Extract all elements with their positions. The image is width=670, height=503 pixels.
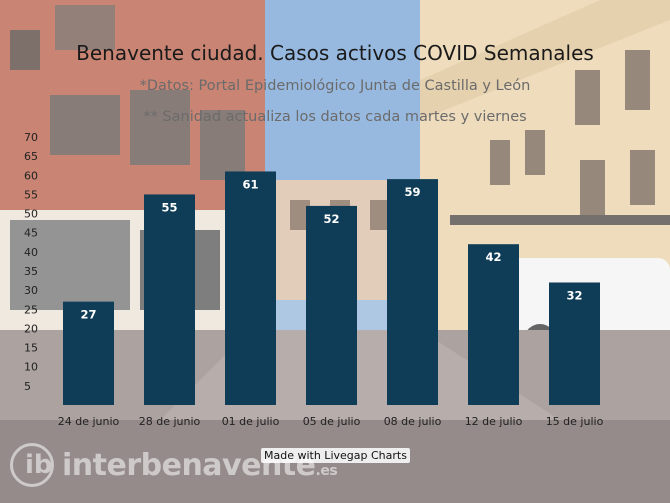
y-axis-ticks: 5 10 15 20 25 30 35 40 45 50 55 60 65 70 bbox=[24, 131, 38, 393]
bar-value-label: 59 bbox=[404, 185, 420, 199]
x-axis-ticks: 24 de junio 28 de junio 01 de julio 05 de j… bbox=[58, 415, 604, 428]
x-tick-label: 08 de julio bbox=[384, 415, 442, 428]
interbenavente-logo-icon: ib bbox=[10, 443, 54, 487]
x-tick-label: 24 de junio bbox=[58, 415, 120, 428]
x-tick-label: 12 de julio bbox=[465, 415, 523, 428]
y-tick-label: 35 bbox=[24, 265, 38, 278]
y-tick-label: 20 bbox=[24, 322, 38, 335]
y-tick-label: 45 bbox=[24, 227, 38, 240]
y-tick-label: 70 bbox=[24, 131, 38, 144]
x-tick-label: 28 de junio bbox=[139, 415, 201, 428]
chart-title: Benavente ciudad. Casos activos COVID Se… bbox=[76, 41, 594, 65]
y-tick-label: 50 bbox=[24, 208, 38, 221]
y-tick-label: 40 bbox=[24, 246, 38, 259]
bar-value-label: 32 bbox=[566, 288, 582, 302]
y-tick-label: 30 bbox=[24, 284, 38, 297]
bars bbox=[63, 171, 600, 405]
x-tick-label: 01 de julio bbox=[222, 415, 280, 428]
y-tick-label: 60 bbox=[24, 169, 38, 182]
y-tick-label: 15 bbox=[24, 342, 38, 355]
bar bbox=[306, 205, 357, 405]
y-tick-label: 55 bbox=[24, 188, 38, 201]
bar-value-label: 52 bbox=[323, 212, 339, 226]
bar-value-label: 55 bbox=[161, 200, 177, 214]
value-labels: 27 55 61 52 59 42 32 bbox=[80, 177, 582, 321]
bar bbox=[63, 301, 114, 405]
bar bbox=[387, 179, 438, 405]
bar-value-label: 61 bbox=[242, 177, 258, 191]
y-tick-label: 10 bbox=[24, 361, 38, 374]
bar-value-label: 42 bbox=[485, 250, 501, 264]
bar bbox=[549, 282, 600, 405]
chart-credit: Made with Livegap Charts bbox=[261, 448, 410, 463]
x-tick-label: 15 de julio bbox=[546, 415, 604, 428]
bar bbox=[144, 194, 195, 405]
y-tick-label: 5 bbox=[24, 380, 31, 393]
y-tick-label: 25 bbox=[24, 303, 38, 316]
chart-subtitle-2: ** Sanidad actualiza los datos cada mart… bbox=[143, 109, 526, 125]
chart-subtitle-1: *Datos: Portal Epidemiológico Junta de C… bbox=[140, 78, 531, 94]
x-tick-label: 05 de julio bbox=[303, 415, 361, 428]
bar-value-label: 27 bbox=[80, 308, 96, 322]
bar bbox=[468, 244, 519, 405]
bar bbox=[225, 171, 276, 405]
y-tick-label: 65 bbox=[24, 150, 38, 163]
